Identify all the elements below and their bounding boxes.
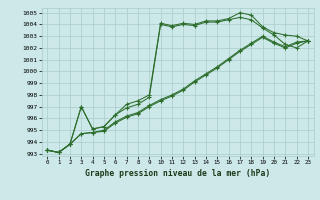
X-axis label: Graphe pression niveau de la mer (hPa): Graphe pression niveau de la mer (hPa) [85,169,270,178]
